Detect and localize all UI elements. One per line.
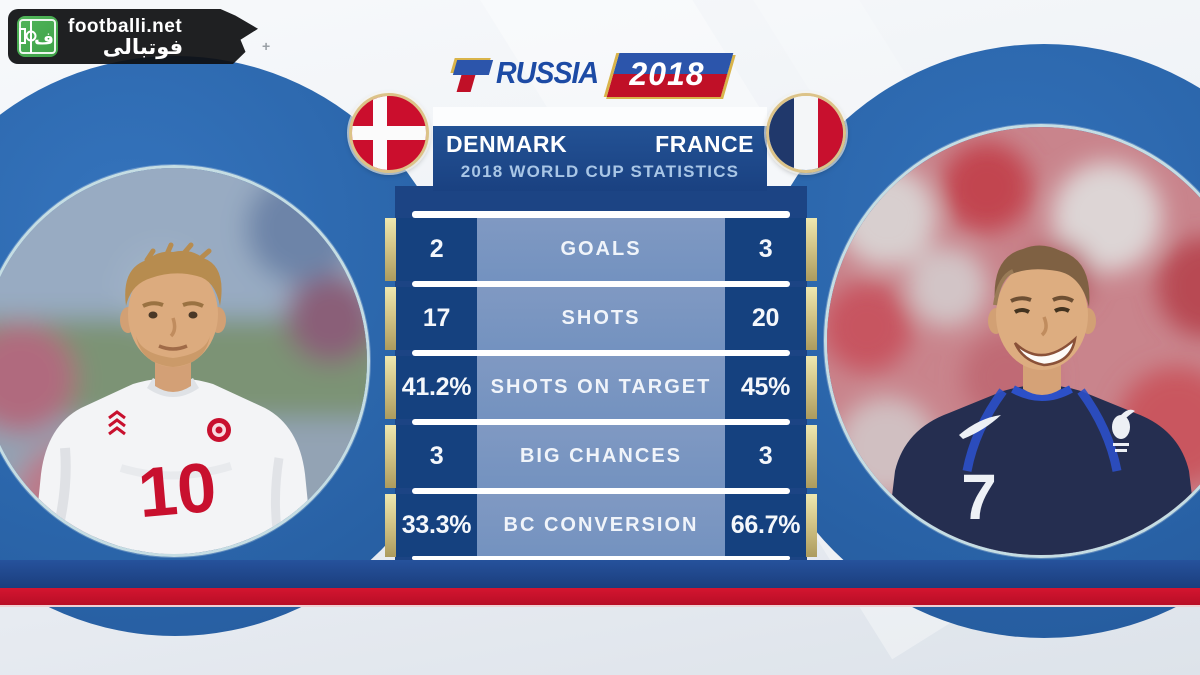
away-stat-value: 3 — [725, 425, 806, 488]
away-player-illustration: 7 — [827, 127, 1200, 555]
gold-edge — [806, 287, 817, 350]
home-stat-value: 2 — [396, 218, 477, 281]
gold-edge — [385, 356, 396, 419]
gold-edge — [385, 425, 396, 488]
stat-label: SHOTS ON TARGET — [477, 356, 725, 419]
dbu-crest-icon — [207, 418, 231, 442]
bottom-red-stripe — [0, 588, 1200, 607]
gold-edge — [806, 494, 817, 557]
gold-edge — [385, 287, 396, 350]
home-stat-value: 3 — [396, 425, 477, 488]
row-separator — [412, 281, 790, 287]
stat-row-shots: 17 SHOTS 20 — [385, 287, 817, 350]
gold-edge — [806, 218, 817, 281]
stat-label: BIG CHANCES — [477, 425, 725, 488]
flag-stripe-white — [794, 96, 818, 170]
stat-row-big-chances: 3 BIG CHANCES 3 — [385, 425, 817, 488]
home-player-figure: 10 — [33, 242, 313, 554]
away-stat-value: 3 — [725, 218, 806, 281]
home-team-name: DENMARK — [446, 131, 568, 157]
football-pitch-icon: ف — [17, 16, 58, 57]
away-stat-value: 66.7% — [725, 494, 806, 557]
header-top-strip — [433, 107, 767, 126]
badge-plus-mark: + — [262, 38, 271, 54]
away-jersey-number: 7 — [961, 461, 997, 533]
footballi-watermark-badge: ف footballi.net فوتبالی — [8, 9, 258, 64]
svg-text:ف: ف — [34, 29, 54, 49]
row-separator — [412, 419, 790, 425]
stat-label: GOALS — [477, 218, 725, 281]
home-jersey-number: 10 — [135, 448, 219, 532]
home-stat-value: 41.2% — [396, 356, 477, 419]
home-stat-value: 17 — [396, 287, 477, 350]
home-stat-value: 33.3% — [396, 494, 477, 557]
flag-cross-horizontal — [352, 126, 426, 140]
away-stat-value: 20 — [725, 287, 806, 350]
watermark-site-text-farsi: فوتبالی — [102, 35, 184, 59]
gold-edge — [806, 356, 817, 419]
gold-edge — [385, 494, 396, 557]
home-player-illustration: 10 — [0, 168, 367, 554]
away-team-name: FRANCE — [655, 131, 754, 157]
header-bar: DENMARK FRANCE 2018 WORLD CUP STATISTICS — [433, 126, 767, 191]
teams-row: DENMARK FRANCE — [446, 131, 754, 158]
logo-flag-icon — [456, 75, 476, 92]
hummel-logo-icon — [108, 410, 126, 436]
stat-label: BC CONVERSION — [477, 494, 725, 557]
stats-subtitle: 2018 WORLD CUP STATISTICS — [460, 162, 740, 181]
row-separator — [412, 211, 790, 218]
gold-edge — [385, 218, 396, 281]
row-separator — [412, 556, 790, 560]
denmark-flag-icon — [349, 93, 429, 173]
nike-swoosh-icon — [959, 415, 1001, 439]
away-player-figure: 7 — [885, 245, 1199, 555]
logo-year-text: 2018 — [629, 56, 705, 92]
match-header: DENMARK FRANCE 2018 WORLD CUP STATISTICS — [433, 107, 767, 191]
logo-flag-icon — [452, 60, 494, 75]
row-separator — [412, 350, 790, 356]
stat-label: SHOTS — [477, 287, 725, 350]
watermark-site-text: footballi.net — [68, 16, 183, 37]
logo-country-text: RUSSIA — [496, 55, 599, 90]
row-separator — [412, 488, 790, 494]
away-stat-value: 45% — [725, 356, 806, 419]
russia-2018-logo: RUSSIA 2018 — [452, 53, 734, 99]
away-player-photo: 7 — [824, 124, 1200, 558]
stat-row-shots-on-target: 41.2% SHOTS ON TARGET 45% — [385, 356, 817, 419]
bottom-blue-stripe — [0, 560, 1200, 588]
stat-row-goals: 2 GOALS 3 — [385, 218, 817, 281]
gold-edge — [806, 425, 817, 488]
fff-crest-icon — [1112, 409, 1135, 452]
stat-row-bc-conversion: 33.3% BC CONVERSION 66.7% — [385, 494, 817, 557]
france-flag-icon — [766, 93, 846, 173]
